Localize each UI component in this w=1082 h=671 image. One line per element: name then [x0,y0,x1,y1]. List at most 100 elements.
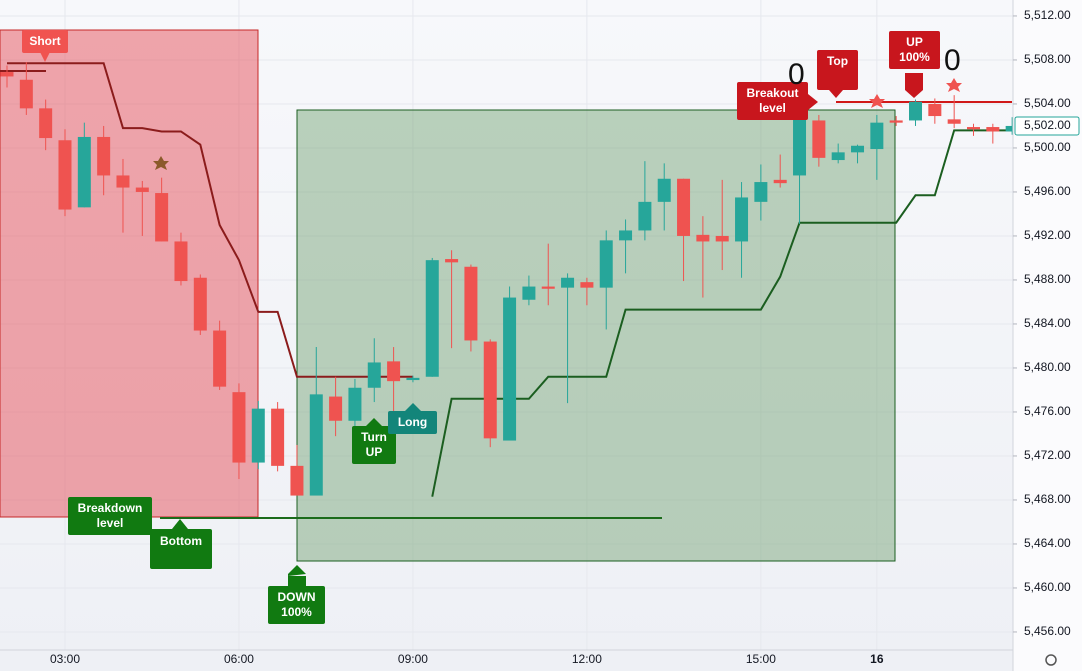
candle-body [348,387,362,421]
candle-body [213,330,227,387]
candle-body [715,235,729,242]
y-tick-label: 5,480.00 [1024,360,1071,374]
candle-body [503,297,517,441]
x-tick-label: 12:00 [572,652,602,666]
star-marker [946,78,962,92]
candle-body [39,108,53,139]
candle-body [406,377,420,381]
candle-body [97,136,111,176]
y-tick-label: 5,508.00 [1024,52,1071,66]
candle-body [309,394,323,496]
annotation: Top [817,50,858,90]
candle-body [19,79,33,109]
candle-body [580,282,594,288]
y-tick-label: 5,512.00 [1024,8,1071,22]
y-tick-label: 5,476.00 [1024,404,1071,418]
candle-body [773,179,787,184]
candle-body [599,240,613,288]
annotation: UP 100% [889,31,940,69]
candle-body [793,109,807,176]
candle-body [174,241,188,282]
candle-body [870,122,884,150]
short-zone [0,29,259,518]
x-tick-label: 15:00 [746,652,776,666]
x-tick-label: 06:00 [224,652,254,666]
candle-body [889,120,903,123]
annotation: Turn UP [352,426,396,464]
pointer [40,52,50,62]
annotation: Short [22,30,68,53]
y-tick-label: 5,488.00 [1024,272,1071,286]
y-tick-label: 5,500.00 [1024,140,1071,154]
trail-line [431,129,1013,497]
candle-body [77,136,91,208]
candle-body [483,341,497,439]
pointer [288,565,306,586]
candle-body [561,277,575,288]
annotation: Breakout level [737,82,808,120]
pointer [829,90,843,98]
candle-body [464,266,478,341]
settings-icon[interactable] [1045,654,1057,666]
y-tick-label: 5,496.00 [1024,184,1071,198]
candle-body [290,465,304,496]
y-tick-label: 5,492.00 [1024,228,1071,242]
pointer [172,519,188,529]
x-tick-label: 03:00 [50,652,80,666]
candle-body [851,145,865,153]
candle-body [58,140,72,210]
last-price-label: 5,502.00 [1024,118,1071,132]
annotation: Bottom [150,529,212,569]
candle-body [754,182,768,202]
pointer [405,403,421,411]
candle-body [155,193,169,242]
candle-body [619,230,633,241]
candle-body [831,152,845,161]
candle-body [0,72,14,77]
pointer [905,73,923,98]
pointer [808,94,818,110]
annotation-number: 0 [944,44,961,77]
candle-body [967,127,980,130]
candle-body [329,396,343,421]
x-tick-label: 09:00 [398,652,428,666]
y-tick-label: 5,456.00 [1024,624,1071,638]
candle-body [367,362,381,388]
candle-body [193,277,207,331]
y-tick-label: 5,460.00 [1024,580,1071,594]
y-tick-label: 5,472.00 [1024,448,1071,462]
annotation: Long [388,411,437,434]
candle-body [541,286,555,289]
candle-body [812,120,826,158]
candle-body [677,178,691,236]
trail-line [7,62,413,378]
pointer [366,418,382,426]
y-tick-label: 5,484.00 [1024,316,1071,330]
candle-body [928,103,942,117]
candle-body [735,197,749,242]
candle-body [909,101,923,121]
price-axis [1013,0,1082,671]
candle-body [116,175,130,188]
y-tick-label: 5,504.00 [1024,96,1071,110]
star-marker [869,94,885,108]
candle-body [638,201,652,231]
candle-body [271,408,285,466]
candle-body [947,119,961,124]
candle-body [387,361,401,382]
candle-body [657,178,671,202]
zones [0,29,1012,586]
candle-body [232,392,246,463]
candle-body [986,127,1000,132]
candle-body [135,187,149,192]
last-price-box [1014,116,1080,136]
x-tick-label: 16 [870,652,884,666]
candle-body [522,286,536,300]
y-tick-label: 5,468.00 [1024,492,1071,506]
candle-body [696,234,710,242]
annotation-number: 0 [788,58,805,91]
long-zone [296,109,896,562]
annotation: DOWN 100% [268,586,325,624]
